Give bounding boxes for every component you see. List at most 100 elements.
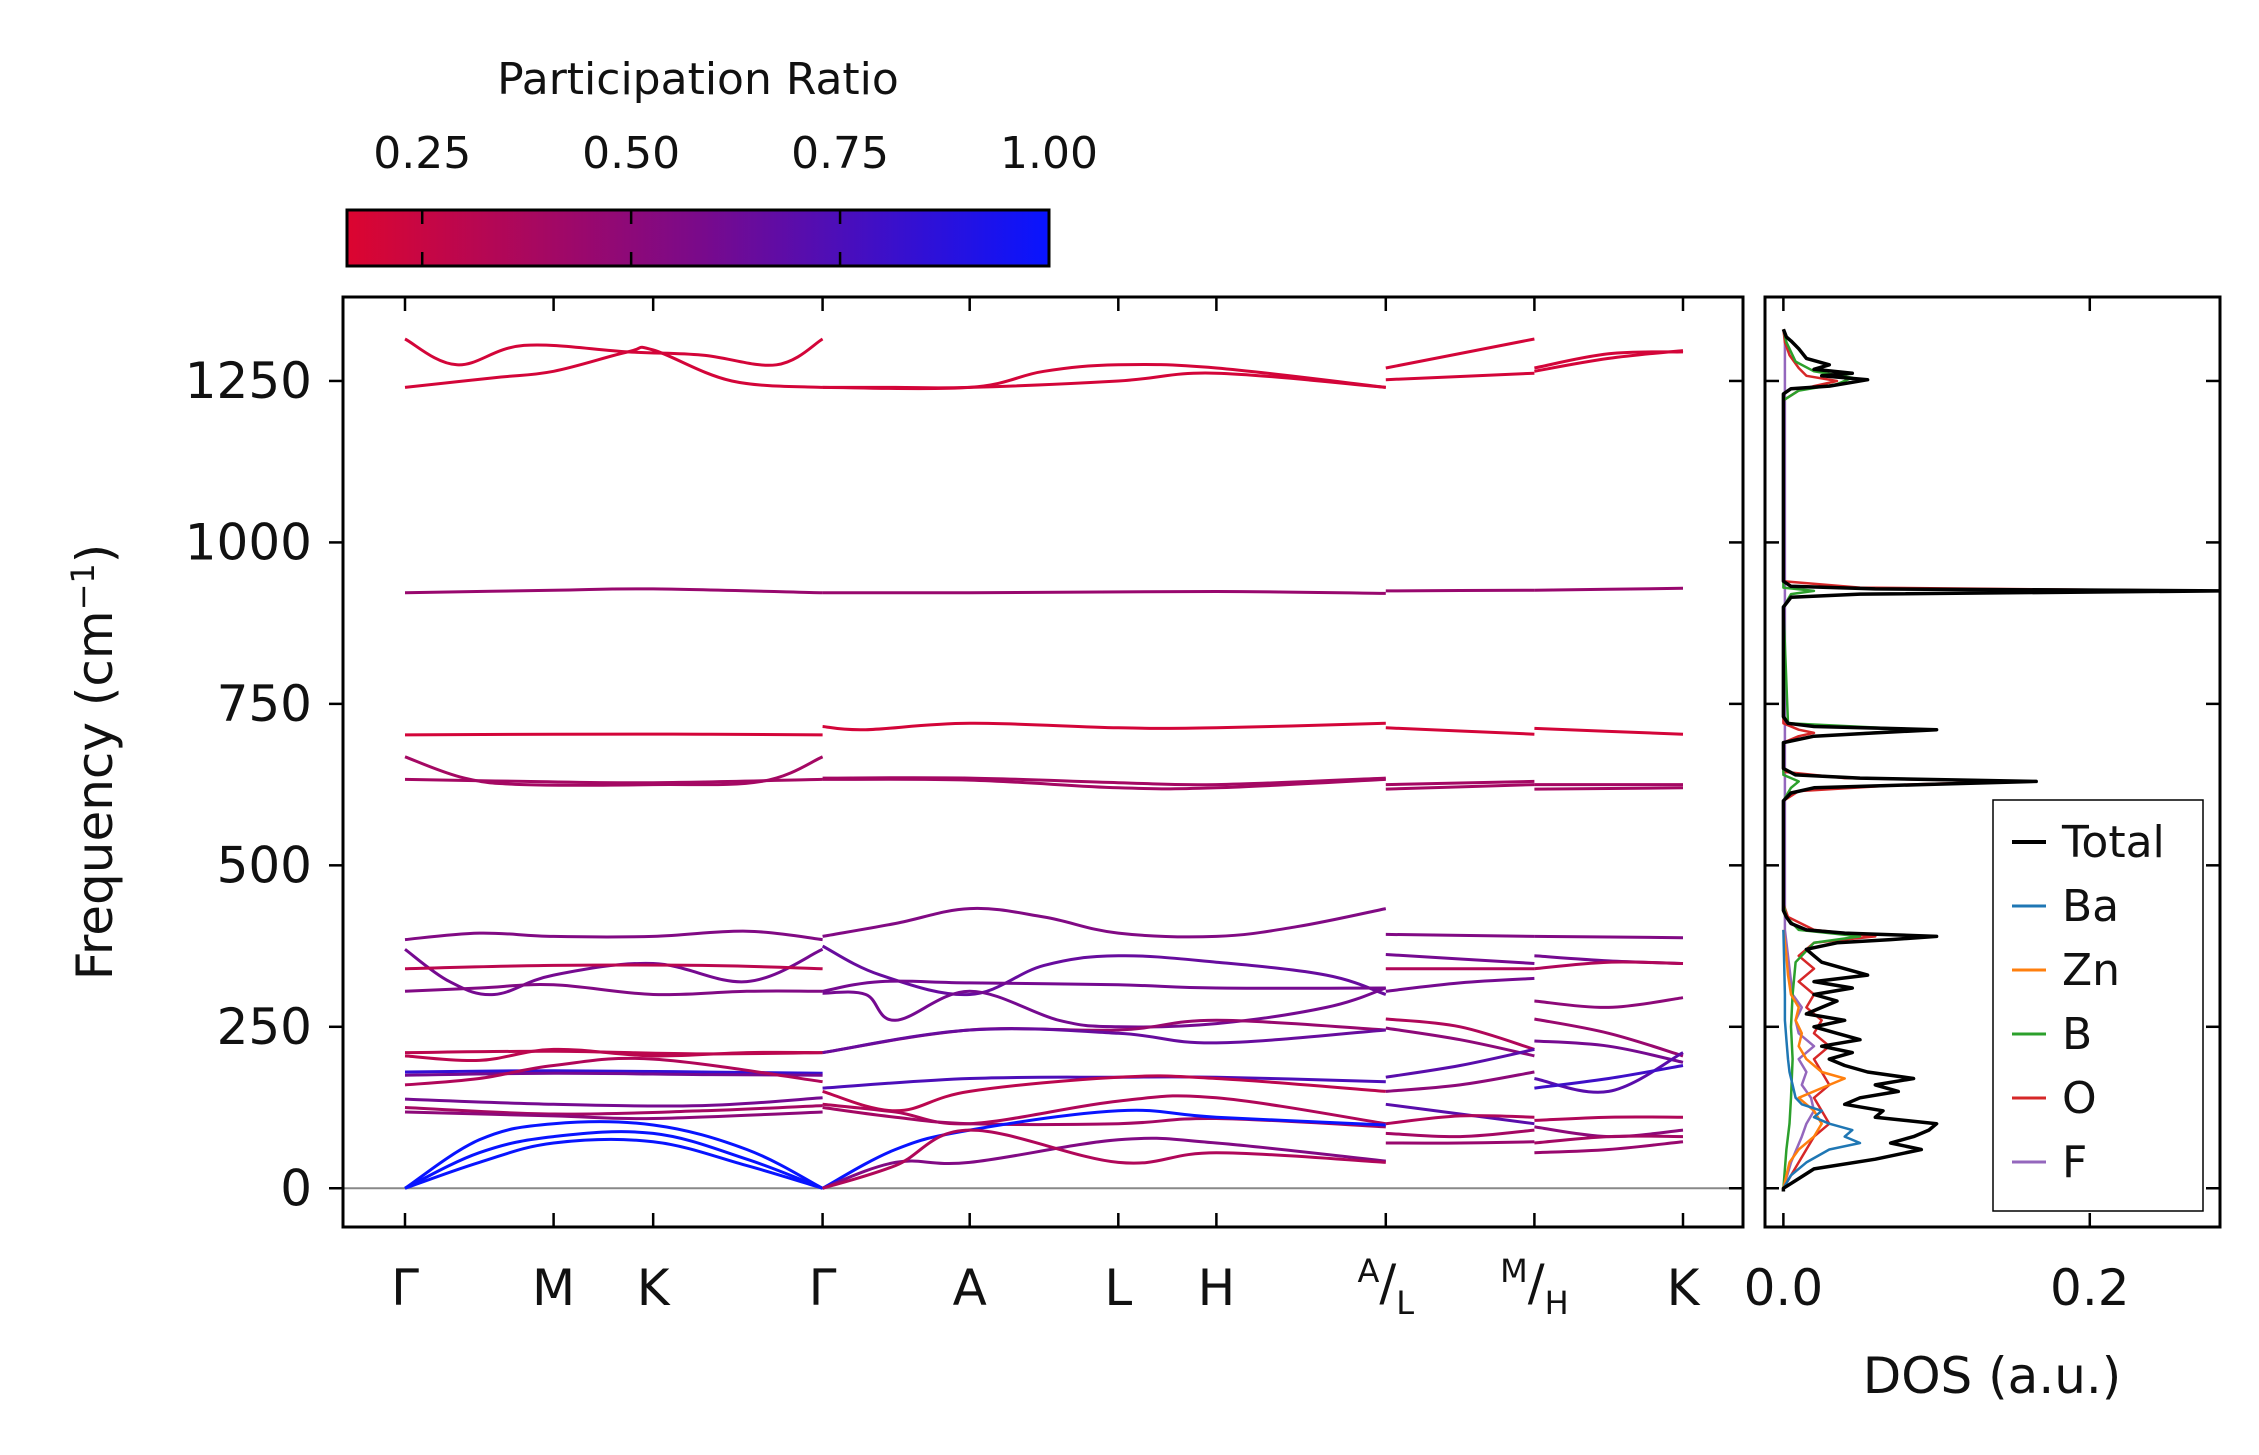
phonon-band xyxy=(404,732,823,737)
phonon-band xyxy=(1534,934,1684,940)
phonon-band xyxy=(1534,1134,1684,1145)
phonon-band xyxy=(822,979,1386,993)
legend-label: B xyxy=(2062,1009,2092,1060)
legend-label: F xyxy=(2062,1137,2087,1188)
dos-ticks xyxy=(1782,297,2092,1227)
phonon-band xyxy=(822,1094,1387,1126)
dos-curve-ba xyxy=(1782,929,1862,1192)
frequency-ticks xyxy=(329,379,2220,1190)
dos-curve-f xyxy=(1782,329,1816,1192)
kpoint-label: H xyxy=(1198,1259,1236,1317)
phonon-band xyxy=(404,983,823,997)
phonon-band xyxy=(1534,960,1684,971)
phonon-band xyxy=(404,1137,824,1190)
colorbar-title: Participation Ratio xyxy=(497,54,899,105)
kpoint-label: A xyxy=(953,1259,987,1317)
phonon-band xyxy=(822,362,1386,391)
frequency-tick-label: 1000 xyxy=(185,513,312,571)
phonon-band xyxy=(1385,371,1535,382)
colorbar-tick-label: 1.00 xyxy=(1000,128,1098,179)
phonon-band xyxy=(822,1128,1386,1190)
phonon-bands xyxy=(404,337,1684,1190)
phonon-band xyxy=(404,1096,823,1108)
phonon-band xyxy=(1534,586,1684,592)
frequency-tick-label: 750 xyxy=(217,675,312,733)
colorbar-tick-label: 0.50 xyxy=(582,128,680,179)
dos-curve-b xyxy=(1782,329,1923,1192)
phonon-band xyxy=(822,1136,1386,1190)
phonon-band xyxy=(404,947,824,997)
phonon-band xyxy=(1385,1070,1535,1093)
colorbar-tick-label: 0.25 xyxy=(373,128,471,179)
phonon-band xyxy=(1385,783,1535,791)
dos-x-axis-label: DOS (a.u.) xyxy=(1863,1347,2122,1405)
colorbar-ticks xyxy=(420,210,1051,266)
legend-label: Ba xyxy=(2062,881,2119,932)
phonon-band xyxy=(1534,1051,1684,1094)
y-axis-label: Frequency (cm−1) xyxy=(64,544,124,981)
kpoint-label: M xyxy=(532,1259,575,1317)
kpoint-label: M/H xyxy=(1500,1252,1569,1322)
phonon-band xyxy=(404,345,823,389)
phonon-band xyxy=(1385,588,1535,593)
colorbar-gradient xyxy=(345,208,1051,268)
phonon-band xyxy=(1534,786,1684,791)
phonon-band xyxy=(1534,1115,1684,1122)
phonon-band xyxy=(822,777,1386,791)
phonon-band xyxy=(404,1047,823,1063)
dos-curve-zn xyxy=(1782,929,1846,1192)
colorbar-tick-label: 0.75 xyxy=(791,128,889,179)
band-plot-frame xyxy=(341,295,1745,1229)
dos-curve-total xyxy=(1781,328,2220,1192)
phonon-band xyxy=(1534,1064,1684,1090)
dos-tick-labels: 0.0 0.2 xyxy=(1744,1259,2130,1317)
phonon-band xyxy=(822,776,1386,787)
frequency-tick-label: 250 xyxy=(217,998,312,1056)
phonon-band xyxy=(1385,932,1535,938)
phonon-band xyxy=(822,1027,1386,1055)
band-structure-panel: 0 250 500 750 1000 1250 Γ M K Γ A L H A/L M/H K Freque… xyxy=(64,295,2220,1322)
colorbar: Participation Ratio 0.25 0.50 0.75 1.00 xyxy=(345,54,1098,268)
kpoint-label: Γ xyxy=(391,1259,419,1317)
phonon-band xyxy=(404,963,823,971)
phonon-band xyxy=(822,721,1386,732)
phonon-band xyxy=(404,929,823,942)
phonon-band xyxy=(1534,350,1684,370)
legend-label: Total xyxy=(2061,817,2165,868)
phonon-band xyxy=(404,587,823,595)
phonon-band xyxy=(1385,953,1535,965)
phonon-band xyxy=(404,337,824,367)
phonon-band xyxy=(1385,726,1535,736)
phonon-band xyxy=(821,1108,1386,1190)
legend-box xyxy=(1992,799,2204,1212)
frequency-tick-labels: 0 250 500 750 1000 1250 xyxy=(185,352,312,1217)
phonon-band xyxy=(822,371,1386,390)
phonon-band xyxy=(1385,1114,1535,1126)
dos-plot-frame xyxy=(1763,295,2222,1229)
kpoint-label: L xyxy=(1104,1259,1132,1317)
frequency-tick-label: 1250 xyxy=(185,352,312,410)
high-symmetry-labels: Γ M K Γ A L H A/L M/H K xyxy=(391,1252,1701,1322)
legend-label: Zn xyxy=(2062,945,2120,996)
phonon-band xyxy=(404,1104,823,1116)
phonon-band xyxy=(404,1130,824,1190)
phonon-band xyxy=(1534,1140,1684,1155)
kpoint-label: K xyxy=(637,1259,671,1317)
phonon-band xyxy=(404,777,823,785)
phonon-band xyxy=(404,1071,823,1077)
kpoint-label: A/L xyxy=(1358,1252,1415,1322)
phonon-band xyxy=(822,906,1387,939)
phonon-band xyxy=(1534,996,1684,1009)
phonon-band xyxy=(404,1120,824,1190)
dos-panel: 0.0 0.2 DOS (a.u.) Total Ba Zn BOF xyxy=(1744,295,2222,1405)
frequency-tick-label: 500 xyxy=(217,836,312,894)
high-symmetry-ticks xyxy=(403,297,1685,1227)
colorbar-tick-labels: 0.25 0.50 0.75 1.00 xyxy=(373,128,1098,179)
dos-tick-label: 0.0 xyxy=(1744,1259,1824,1317)
phonon-band xyxy=(1534,1017,1684,1058)
dos-curves xyxy=(1781,328,2220,1192)
phonon-band xyxy=(404,1110,823,1121)
phonon-band xyxy=(1385,1128,1535,1139)
phonon-band xyxy=(822,986,1387,1029)
